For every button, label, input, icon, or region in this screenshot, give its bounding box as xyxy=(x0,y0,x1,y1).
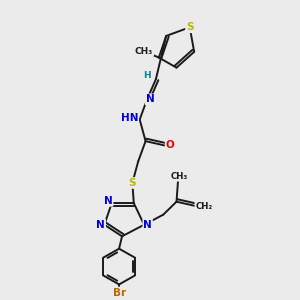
Text: CH₂: CH₂ xyxy=(195,202,212,211)
Text: N: N xyxy=(146,94,154,104)
Text: CH₃: CH₃ xyxy=(135,47,153,56)
Text: N: N xyxy=(104,196,112,206)
Text: O: O xyxy=(166,140,174,151)
Text: N: N xyxy=(97,220,105,230)
Text: H: H xyxy=(143,71,151,80)
Text: HN: HN xyxy=(121,113,138,123)
Text: Br: Br xyxy=(112,287,126,298)
Text: S: S xyxy=(186,22,194,32)
Text: N: N xyxy=(143,220,152,230)
Text: S: S xyxy=(129,178,136,188)
Text: CH₃: CH₃ xyxy=(171,172,188,181)
